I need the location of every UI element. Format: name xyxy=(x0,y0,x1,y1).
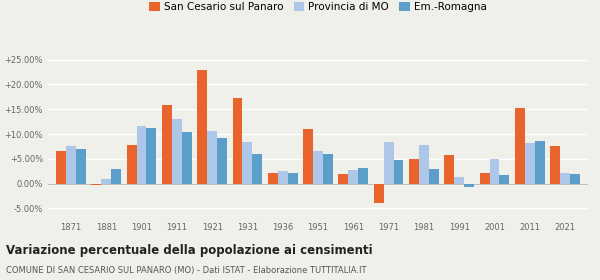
Bar xyxy=(358,168,368,184)
Bar xyxy=(146,128,157,184)
Bar xyxy=(550,146,560,184)
Bar xyxy=(515,108,525,184)
Text: Variazione percentuale della popolazione ai censimenti: Variazione percentuale della popolazione… xyxy=(6,244,373,256)
Legend: San Cesario sul Panaro, Provincia di MO, Em.-Romagna: San Cesario sul Panaro, Provincia di MO,… xyxy=(145,0,491,17)
Bar xyxy=(445,155,454,184)
Bar xyxy=(560,173,570,184)
Bar xyxy=(419,146,429,184)
Text: COMUNE DI SAN CESARIO SUL PANARO (MO) - Dati ISTAT - Elaborazione TUTTITALIA.IT: COMUNE DI SAN CESARIO SUL PANARO (MO) - … xyxy=(6,266,367,275)
Bar xyxy=(127,145,137,184)
Bar xyxy=(56,151,66,184)
Bar xyxy=(535,141,545,184)
Bar xyxy=(268,173,278,184)
Bar xyxy=(207,130,217,184)
Bar xyxy=(197,70,207,184)
Bar xyxy=(182,132,191,184)
Bar xyxy=(429,169,439,184)
Bar xyxy=(454,177,464,184)
Bar xyxy=(278,171,287,184)
Bar xyxy=(570,174,580,184)
Bar xyxy=(303,129,313,184)
Bar xyxy=(313,151,323,184)
Bar xyxy=(242,141,253,184)
Bar xyxy=(111,169,121,184)
Bar xyxy=(349,170,358,184)
Bar xyxy=(101,179,111,184)
Bar xyxy=(323,154,333,184)
Bar xyxy=(394,160,403,184)
Bar xyxy=(374,184,383,202)
Bar xyxy=(172,119,182,184)
Bar xyxy=(409,159,419,184)
Bar xyxy=(499,175,509,184)
Bar xyxy=(490,159,499,184)
Bar xyxy=(233,98,242,184)
Bar xyxy=(287,173,298,184)
Bar xyxy=(525,143,535,184)
Bar xyxy=(253,154,262,184)
Bar xyxy=(479,173,490,184)
Bar xyxy=(66,146,76,184)
Bar xyxy=(217,137,227,184)
Bar xyxy=(137,126,146,184)
Bar xyxy=(338,174,349,184)
Bar xyxy=(383,141,394,184)
Bar xyxy=(464,184,474,187)
Bar xyxy=(91,184,101,185)
Bar xyxy=(76,149,86,184)
Bar xyxy=(162,105,172,184)
